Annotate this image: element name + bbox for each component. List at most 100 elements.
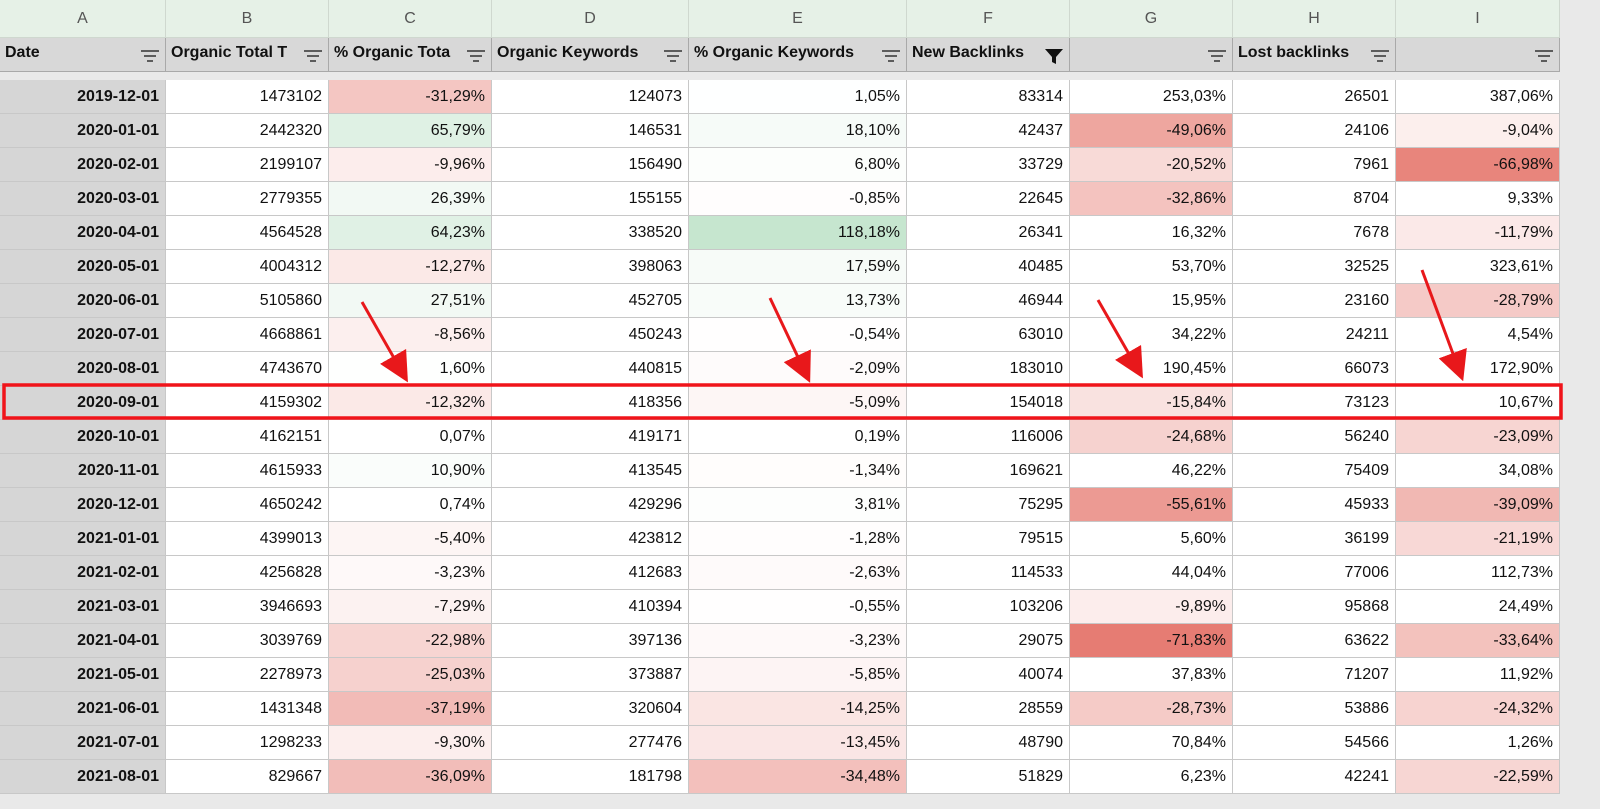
row-date: 2021-06-01 — [0, 692, 166, 726]
data-cell: 4743670 — [166, 352, 329, 386]
filter-icon[interactable] — [1534, 45, 1554, 65]
column-header: Organic Keywords — [492, 38, 689, 72]
data-cell: 24211 — [1233, 318, 1396, 352]
data-cell: 77006 — [1233, 556, 1396, 590]
data-cell: 5,60% — [1070, 522, 1233, 556]
data-cell: 412683 — [492, 556, 689, 590]
data-cell: 27,51% — [329, 284, 492, 318]
data-cell: 28559 — [907, 692, 1070, 726]
data-cell: 51829 — [907, 760, 1070, 794]
data-cell: 70,84% — [1070, 726, 1233, 760]
filter-icon[interactable] — [466, 45, 486, 65]
data-cell: 4159302 — [166, 386, 329, 420]
filter-icon[interactable] — [303, 45, 323, 65]
data-cell: 124073 — [492, 80, 689, 114]
row-date: 2020-08-01 — [0, 352, 166, 386]
column-header — [1396, 38, 1560, 72]
filter-icon[interactable] — [1207, 45, 1227, 65]
filter-icon[interactable] — [881, 45, 901, 65]
column-letter: A — [0, 0, 166, 38]
row-date: 2021-08-01 — [0, 760, 166, 794]
data-cell: -32,86% — [1070, 182, 1233, 216]
data-cell: -24,32% — [1396, 692, 1560, 726]
data-cell: 423812 — [492, 522, 689, 556]
row-date: 2020-07-01 — [0, 318, 166, 352]
data-cell: 4256828 — [166, 556, 329, 590]
data-cell: -23,09% — [1396, 420, 1560, 454]
column-header: Date — [0, 38, 166, 72]
row-date: 2020-10-01 — [0, 420, 166, 454]
row-date: 2019-12-01 — [0, 80, 166, 114]
data-cell: -66,98% — [1396, 148, 1560, 182]
data-cell: 10,90% — [329, 454, 492, 488]
data-cell: 118,18% — [689, 216, 907, 250]
data-cell: 95868 — [1233, 590, 1396, 624]
row-date: 2020-01-01 — [0, 114, 166, 148]
data-cell: 320604 — [492, 692, 689, 726]
data-cell: 40074 — [907, 658, 1070, 692]
data-cell: 26,39% — [329, 182, 492, 216]
row-date: 2020-05-01 — [0, 250, 166, 284]
data-cell: 6,80% — [689, 148, 907, 182]
data-cell: 0,74% — [329, 488, 492, 522]
data-cell: -36,09% — [329, 760, 492, 794]
data-cell: 24106 — [1233, 114, 1396, 148]
data-cell: -20,52% — [1070, 148, 1233, 182]
data-cell: -2,63% — [689, 556, 907, 590]
data-cell: -49,06% — [1070, 114, 1233, 148]
filter-icon[interactable] — [140, 45, 160, 65]
data-cell: 387,06% — [1396, 80, 1560, 114]
row-date: 2021-07-01 — [0, 726, 166, 760]
data-cell: 46944 — [907, 284, 1070, 318]
column-header: Organic Total T — [166, 38, 329, 72]
data-cell: -34,48% — [689, 760, 907, 794]
data-cell: 4650242 — [166, 488, 329, 522]
data-cell: -11,79% — [1396, 216, 1560, 250]
data-cell: 45933 — [1233, 488, 1396, 522]
data-cell: 4615933 — [166, 454, 329, 488]
data-cell: 16,32% — [1070, 216, 1233, 250]
row-date: 2020-02-01 — [0, 148, 166, 182]
data-cell: 2779355 — [166, 182, 329, 216]
column-letter: H — [1233, 0, 1396, 38]
data-cell: 418356 — [492, 386, 689, 420]
data-cell: 2442320 — [166, 114, 329, 148]
row-date: 2020-04-01 — [0, 216, 166, 250]
row-date: 2021-03-01 — [0, 590, 166, 624]
data-cell: 323,61% — [1396, 250, 1560, 284]
filter-icon[interactable] — [1044, 45, 1064, 65]
data-cell: 413545 — [492, 454, 689, 488]
data-cell: 22645 — [907, 182, 1070, 216]
row-date: 2021-01-01 — [0, 522, 166, 556]
row-date: 2021-05-01 — [0, 658, 166, 692]
data-cell: 398063 — [492, 250, 689, 284]
data-cell: -24,68% — [1070, 420, 1233, 454]
data-cell: -33,64% — [1396, 624, 1560, 658]
data-cell: -7,29% — [329, 590, 492, 624]
data-cell: 73123 — [1233, 386, 1396, 420]
data-cell: -14,25% — [689, 692, 907, 726]
data-cell: 1,60% — [329, 352, 492, 386]
data-cell: 253,03% — [1070, 80, 1233, 114]
data-cell: -9,96% — [329, 148, 492, 182]
column-header: New Backlinks — [907, 38, 1070, 72]
data-cell: 63010 — [907, 318, 1070, 352]
data-cell: 17,59% — [689, 250, 907, 284]
filter-icon[interactable] — [1370, 45, 1390, 65]
data-cell: 169621 — [907, 454, 1070, 488]
data-cell: 44,04% — [1070, 556, 1233, 590]
data-cell: 42241 — [1233, 760, 1396, 794]
filter-icon[interactable] — [663, 45, 683, 65]
data-cell: -22,59% — [1396, 760, 1560, 794]
data-cell: 48790 — [907, 726, 1070, 760]
data-cell: 65,79% — [329, 114, 492, 148]
row-date: 2021-04-01 — [0, 624, 166, 658]
data-cell: 154018 — [907, 386, 1070, 420]
data-cell: 66073 — [1233, 352, 1396, 386]
data-cell: 4,54% — [1396, 318, 1560, 352]
column-letter: B — [166, 0, 329, 38]
column-letter: D — [492, 0, 689, 38]
data-cell: 26341 — [907, 216, 1070, 250]
data-cell: 83314 — [907, 80, 1070, 114]
